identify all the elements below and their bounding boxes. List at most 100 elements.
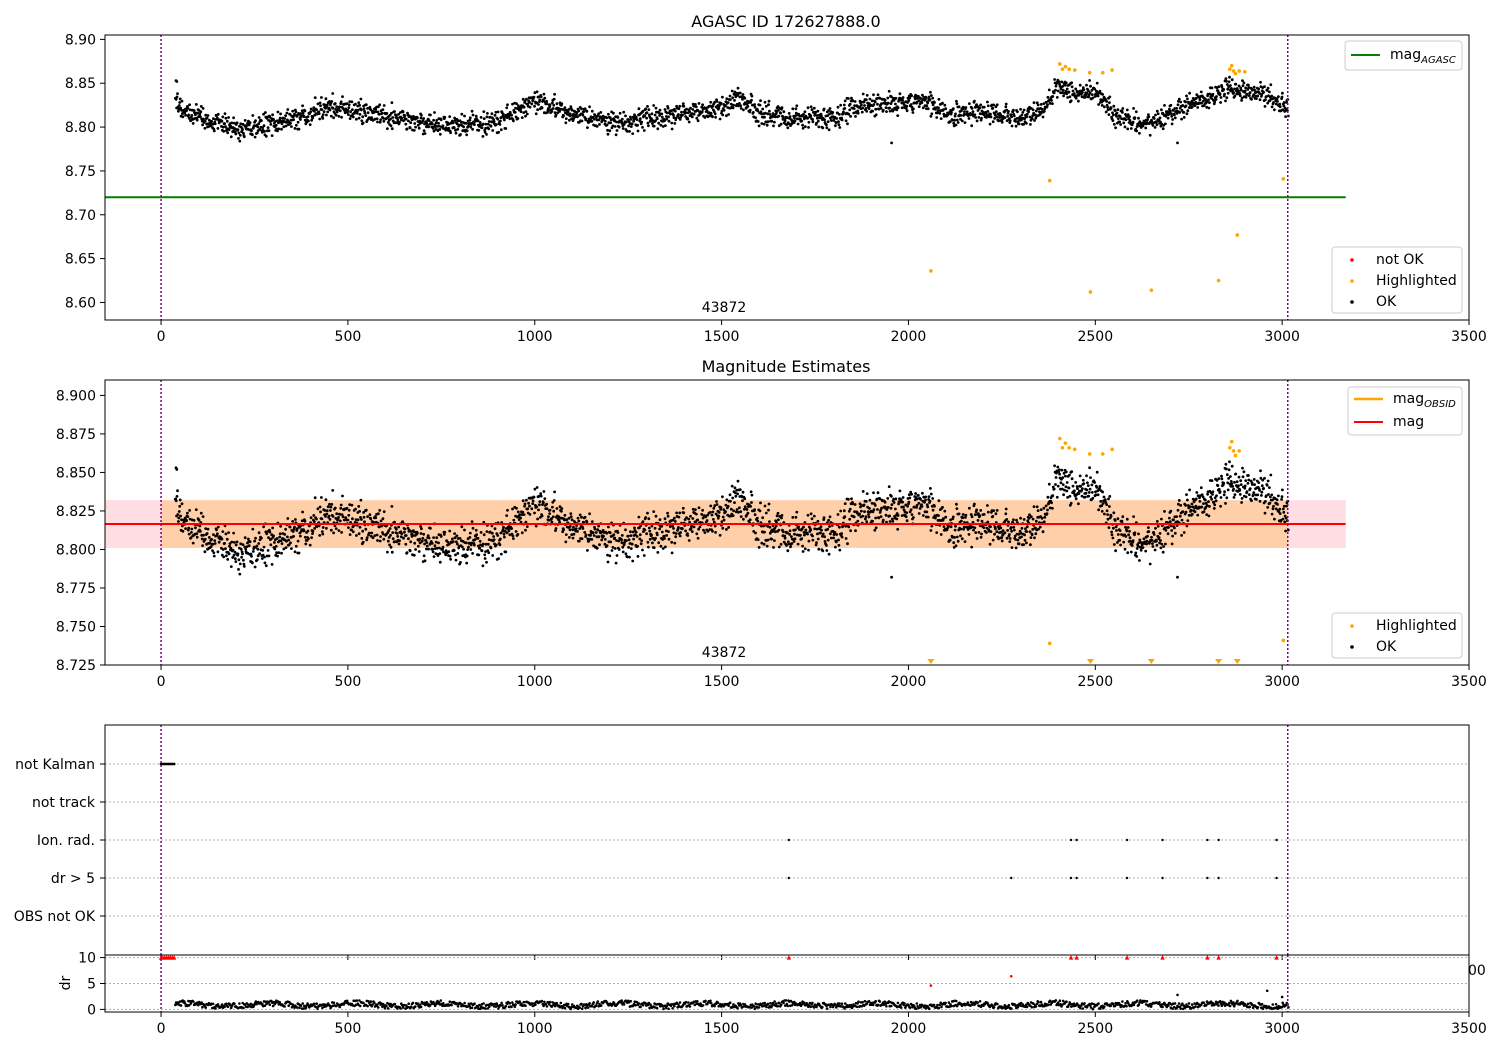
- ok-point: [788, 115, 792, 118]
- ok-point: [1134, 110, 1138, 114]
- ok-point: [1084, 491, 1088, 495]
- ok-point: [1033, 119, 1036, 122]
- ok-point: [879, 107, 883, 110]
- ok-point: [688, 110, 691, 113]
- ok-point: [447, 550, 451, 554]
- ok-point: [227, 531, 231, 534]
- ok-point: [1138, 559, 1141, 562]
- ok-point: [282, 125, 286, 129]
- ok-point: [357, 532, 361, 536]
- ok-point: [774, 524, 778, 528]
- ok-point: [413, 122, 417, 125]
- ok-point: [1138, 538, 1142, 542]
- ok-point: [692, 112, 696, 116]
- ok-point: [1171, 534, 1174, 538]
- ok-point: [802, 112, 805, 116]
- ok-point: [986, 510, 990, 514]
- ok-point: [364, 114, 368, 117]
- ok-point: [354, 507, 357, 511]
- ok-point: [1185, 112, 1189, 116]
- ok-point: [1216, 484, 1220, 487]
- ok-point: [1058, 472, 1061, 476]
- ok-point: [1180, 117, 1183, 121]
- ok-point: [1232, 91, 1235, 95]
- ok-point: [986, 110, 990, 113]
- ok-point: [738, 488, 742, 491]
- ok-point: [980, 519, 984, 523]
- ok-point: [696, 119, 700, 123]
- ok-point: [1100, 104, 1104, 107]
- ok-point: [490, 112, 494, 116]
- ok-point: [749, 101, 752, 104]
- ok-point: [397, 112, 400, 116]
- ok-point: [605, 544, 609, 547]
- ok-point: [569, 515, 573, 518]
- ok-point: [1064, 90, 1068, 93]
- ok-point: [1023, 117, 1026, 121]
- ok-point: [224, 116, 228, 120]
- ok-point: [288, 525, 292, 529]
- ok-point: [391, 537, 395, 541]
- ok-point: [250, 129, 253, 133]
- ok-point: [1180, 534, 1183, 537]
- ok-point: [1269, 83, 1273, 87]
- ok-point: [279, 112, 282, 116]
- ok-point: [482, 110, 486, 113]
- ok-point: [921, 514, 925, 517]
- ok-point: [1045, 105, 1049, 109]
- ok-point: [807, 120, 811, 124]
- ok-point: [926, 515, 930, 519]
- ok-point: [558, 110, 561, 113]
- ok-point: [610, 549, 614, 552]
- ok-point: [685, 107, 688, 111]
- ok-point: [712, 518, 715, 521]
- ok-point: [729, 499, 732, 503]
- ok-point: [1071, 484, 1075, 488]
- ok-point: [299, 534, 302, 538]
- ok-point: [385, 112, 389, 115]
- ok-point: [1009, 526, 1013, 529]
- ok-point: [582, 110, 586, 113]
- ok-point: [177, 104, 181, 107]
- ok-point: [499, 537, 502, 541]
- ok-point: [660, 530, 664, 534]
- ok-point: [187, 116, 191, 120]
- ok-point: [853, 503, 857, 506]
- ok-point: [1166, 532, 1170, 536]
- ok-point: [890, 503, 894, 506]
- ok-point: [389, 117, 392, 121]
- ok-point: [1111, 111, 1114, 115]
- ok-point: [605, 123, 609, 127]
- ok-point: [812, 106, 816, 110]
- ok-point: [709, 111, 713, 115]
- ok-point: [524, 528, 527, 532]
- ok-point: [215, 114, 218, 118]
- ok-point: [791, 107, 795, 111]
- ok-point: [860, 110, 864, 114]
- ok-point: [522, 105, 526, 109]
- ok-point: [1184, 510, 1188, 514]
- ok-point: [318, 117, 322, 121]
- ok-point: [842, 509, 846, 513]
- ok-point: [532, 495, 536, 499]
- ok-point: [600, 538, 604, 542]
- ok-point: [1126, 127, 1130, 131]
- ok-point: [1085, 488, 1089, 492]
- ok-point: [1119, 123, 1122, 126]
- x-tick-label: 3000: [1264, 329, 1300, 345]
- ok-point: [931, 96, 935, 100]
- ok-point: [188, 103, 192, 107]
- ok-point: [733, 99, 736, 102]
- ok-point: [916, 494, 920, 497]
- ok-point: [386, 550, 389, 554]
- legend-highlighted-marker: [1350, 279, 1354, 283]
- ok-point: [598, 123, 601, 126]
- ok-point: [756, 538, 760, 541]
- ok-point: [1108, 95, 1112, 99]
- ok-point: [306, 115, 310, 118]
- ok-point: [438, 552, 442, 555]
- ok-point: [1074, 87, 1078, 91]
- ok-point: [644, 107, 648, 111]
- ok-point: [735, 508, 739, 511]
- ok-point: [199, 115, 202, 119]
